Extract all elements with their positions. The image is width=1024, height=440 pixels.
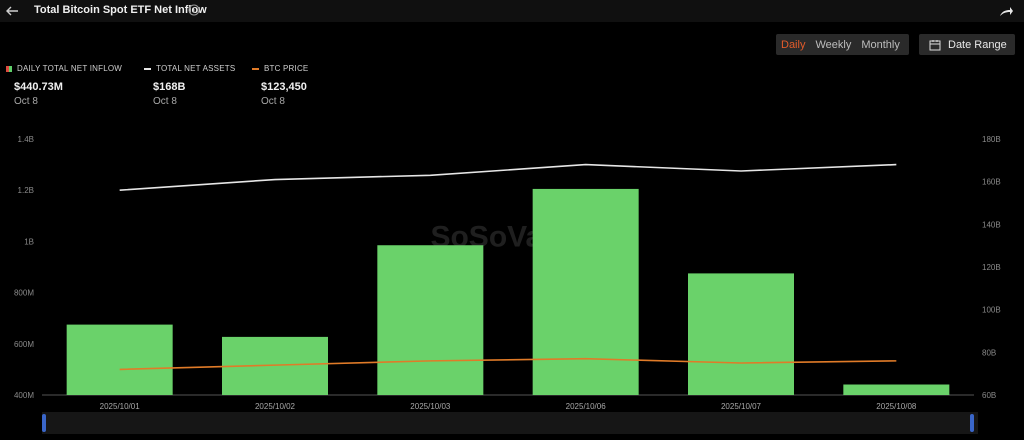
legend-assets-value: $168B [153,81,186,93]
legend-assets-date: Oct 8 [153,96,177,107]
bar-inflow [377,245,484,395]
x-tick-label: 2025/10/07 [721,402,762,411]
y-right-tick-label: 100B [982,306,1001,315]
y-left-tick-label: 1.4B [18,135,34,144]
legend-price-value: $123,450 [261,81,307,93]
date-range-label: Date Range [948,38,1007,51]
legend-inflow-value: $440.73M [14,81,63,93]
legend-price-date: Oct 8 [261,96,285,107]
bar-inflow [843,384,950,395]
back-arrow-icon[interactable] [4,3,20,19]
x-tick-label: 2025/10/08 [876,402,917,411]
y-right-tick-label: 120B [982,263,1001,272]
x-tick-label: 2025/10/01 [100,402,141,411]
y-left-tick-label: 1.2B [18,186,34,195]
y-left-tick-label: 800M [14,289,34,298]
y-right-tick-label: 60B [982,391,996,400]
range-scrollbar[interactable] [42,412,978,434]
line-btc-price [119,357,897,371]
y-right-tick-label: 180B [982,135,1001,144]
etf-chart: 400M 600M 800M 1B 1.2B 1.4B 60B 80B 100B 120B 140B… [14,135,1001,411]
x-tick-label: 2025/10/03 [410,402,451,411]
bar-inflow [688,273,794,395]
bar-inflow [66,324,173,395]
y-right-tick-label: 80B [982,348,996,357]
tab-daily[interactable]: Daily [781,38,806,51]
calendar-icon [929,39,941,50]
legend-price: BTC PRICE $123,450 Oct 8 [252,64,308,107]
y-left-tick-label: 1B [24,237,34,246]
legend-assets-label: TOTAL NET ASSETS [156,64,236,73]
y-left-tick-label: 400M [14,391,34,400]
line-total-net-assets [119,163,897,191]
share-icon[interactable] [998,3,1014,19]
legend-assets: TOTAL NET ASSETS $168B Oct 8 [144,64,235,107]
top-bar: Total Bitcoin Spot ETF Net Inflow [0,0,1024,22]
x-tick-label: 2025/10/06 [566,402,607,411]
legend-price-label: BTC PRICE [264,64,309,73]
legend-inflow: DAILY TOTAL NET INFLOW $440.73M Oct 8 [6,64,122,107]
tab-weekly[interactable]: Weekly [815,38,852,51]
inflow-swatch [6,65,12,72]
range-handle-left[interactable] [42,414,46,432]
legend-inflow-date: Oct 8 [14,96,38,107]
page-title: Total Bitcoin Spot ETF Net Inflow [34,4,207,16]
tab-monthly[interactable]: Monthly [861,38,900,51]
range-handle-right[interactable] [970,414,974,432]
interval-tabs: Daily Weekly Monthly [776,34,909,55]
date-range-button[interactable]: Date Range [919,34,1015,55]
price-swatch [252,67,259,70]
y-left-tick-label: 600M [14,340,34,349]
y-right-tick-label: 140B [982,220,1001,229]
info-icon[interactable] [188,4,200,16]
x-tick-label: 2025/10/02 [255,402,296,411]
assets-swatch [144,67,151,70]
legend-inflow-label: DAILY TOTAL NET INFLOW [17,64,123,73]
bar-inflow [532,188,639,395]
y-right-tick-label: 160B [982,178,1001,187]
